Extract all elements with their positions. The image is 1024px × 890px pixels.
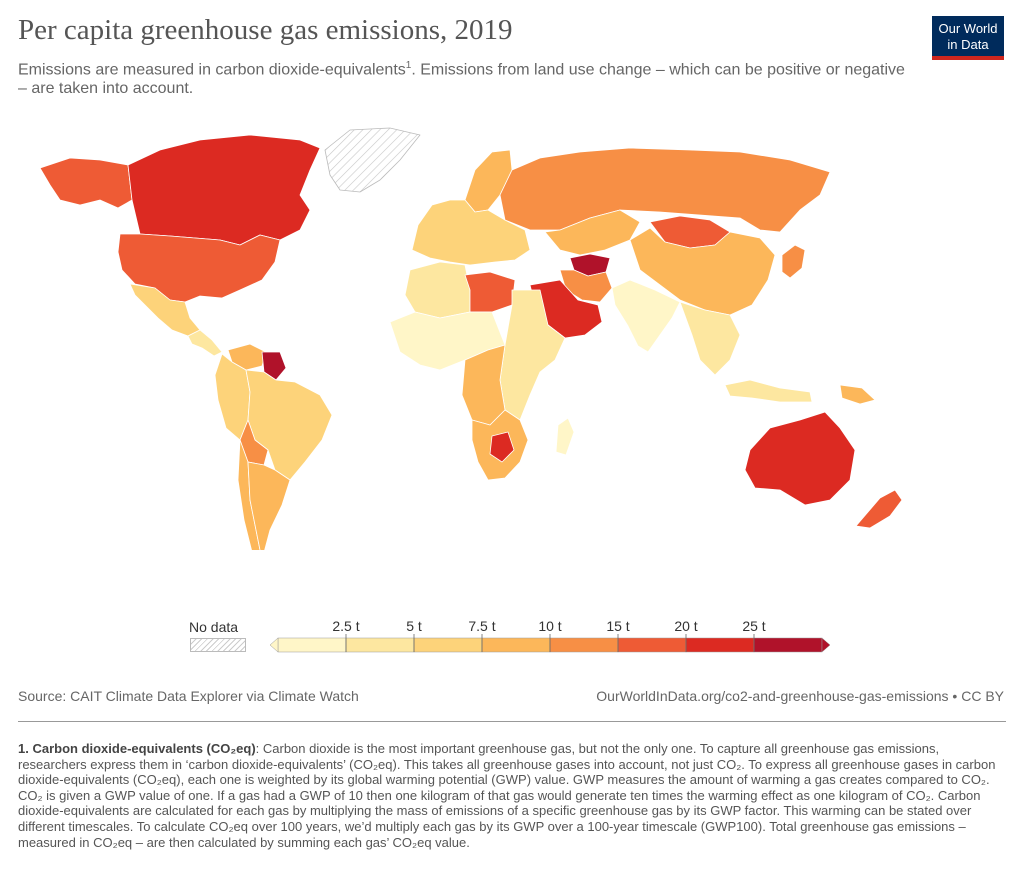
footer-divider xyxy=(18,721,1006,722)
color-legend: 2.5 t 5 t 7.5 t 10 t 15 t 20 t 25 t xyxy=(269,618,831,653)
legend-tick-label: 7.5 t xyxy=(468,618,495,634)
region-europe[interactable] xyxy=(411,199,531,266)
region-southeast-asia[interactable] xyxy=(679,301,741,376)
legend-bin[interactable] xyxy=(753,637,823,653)
legend-tick-label: 10 t xyxy=(538,618,561,634)
subtitle-text-cont: . Emissions from land use change – which… xyxy=(18,61,905,98)
source-credit: Source: CAIT Climate Data Explorer via C… xyxy=(18,688,359,704)
footnote-text: : Carbon dioxide is the most important g… xyxy=(18,741,996,850)
region-usa[interactable] xyxy=(117,233,281,303)
legend-tick-label: 20 t xyxy=(674,618,697,634)
region-argentina[interactable] xyxy=(247,461,291,550)
legend-tick-label: 15 t xyxy=(606,618,629,634)
region-botswana[interactable] xyxy=(489,431,515,463)
world-map[interactable] xyxy=(0,120,1024,550)
logo-line-1: Our World xyxy=(938,21,998,36)
region-madagascar[interactable] xyxy=(555,417,575,456)
legend-nodata-label: No data xyxy=(189,619,239,635)
footnote-heading: 1. Carbon dioxide-equivalents (CO₂eq) xyxy=(18,741,256,756)
owid-logo[interactable]: Our World in Data xyxy=(932,16,1004,60)
region-north-africa[interactable] xyxy=(404,261,471,319)
legend-nodata-swatch[interactable] xyxy=(190,638,246,652)
legend-tick-label: 5 t xyxy=(406,618,422,634)
footnote-marker[interactable]: 1 xyxy=(405,60,412,71)
legend-tick-label: 2.5 t xyxy=(332,618,359,634)
source-url[interactable]: OurWorldInData.org/co2-and-greenhouse-ga… xyxy=(596,688,1004,704)
legend-bin[interactable] xyxy=(345,637,415,653)
region-kazakhstan[interactable] xyxy=(544,209,641,256)
subtitle-text: Emissions are measured in carbon dioxide… xyxy=(18,61,406,79)
chart-subtitle: Emissions are measured in carbon dioxide… xyxy=(18,56,918,98)
region-alaska[interactable] xyxy=(39,157,133,209)
legend-bin[interactable] xyxy=(481,637,551,653)
region-china[interactable] xyxy=(629,227,776,316)
chart-title: Per capita greenhouse gas emissions, 201… xyxy=(18,14,513,46)
legend-bin[interactable] xyxy=(549,637,619,653)
region-guyana-suriname[interactable] xyxy=(261,351,287,381)
region-libya[interactable] xyxy=(464,271,516,313)
legend-bin[interactable] xyxy=(413,637,483,653)
region-india[interactable] xyxy=(611,279,681,353)
region-central-america[interactable] xyxy=(187,329,223,357)
legend-bin[interactable] xyxy=(685,637,755,653)
region-australia[interactable] xyxy=(744,411,856,506)
region-indonesia[interactable] xyxy=(724,379,813,403)
legend-bin[interactable] xyxy=(277,637,347,653)
legend-arrow-left xyxy=(269,637,279,653)
legend-bin[interactable] xyxy=(617,637,687,653)
region-png[interactable] xyxy=(839,384,876,405)
footnote: 1. Carbon dioxide-equivalents (CO₂eq): C… xyxy=(18,741,1002,850)
region-greenland[interactable] xyxy=(324,127,421,193)
logo-line-2: in Data xyxy=(947,37,989,52)
legend-arrow-right xyxy=(821,637,831,653)
region-new-zealand[interactable] xyxy=(855,489,903,529)
region-japan[interactable] xyxy=(781,244,806,279)
region-canada[interactable] xyxy=(127,134,321,246)
legend-tick-label: 25 t xyxy=(742,618,765,634)
